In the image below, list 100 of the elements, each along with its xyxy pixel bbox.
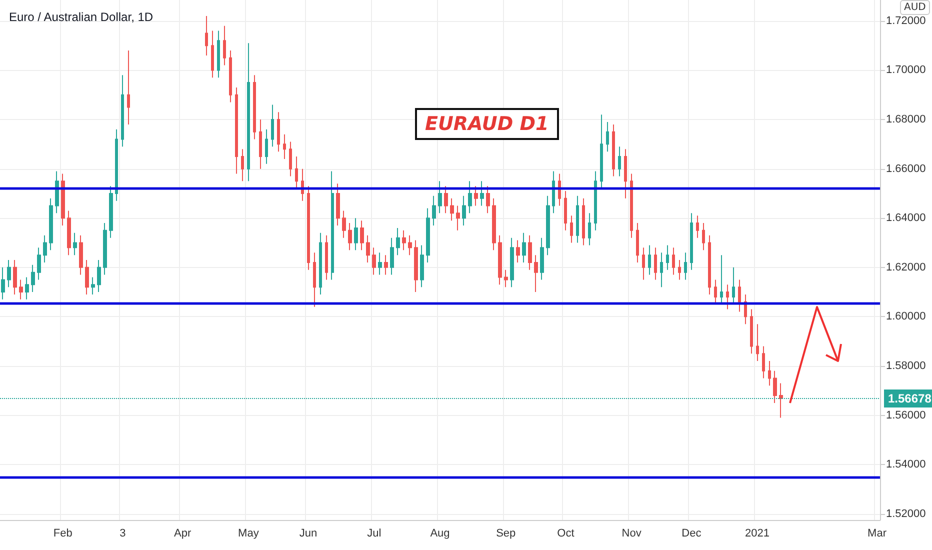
text: AUD [900, 0, 930, 15]
candlestick [67, 210, 71, 256]
x-tick-label: Aug [430, 528, 450, 540]
candlestick [474, 186, 478, 206]
text: Euro / Australian Dollar, 1D [9, 10, 154, 24]
candlestick [432, 195, 436, 226]
candlestick [594, 170, 597, 231]
candlestick [600, 114, 603, 190]
x-tick-label: Jul [367, 528, 382, 540]
candlestick [726, 284, 729, 310]
candlestick [480, 180, 484, 206]
candlestick [732, 266, 735, 305]
candlestick [366, 234, 370, 263]
candlestick [313, 252, 316, 308]
candlestick [247, 42, 250, 182]
candlestick [576, 195, 579, 244]
candlestick [390, 237, 394, 276]
candlestick [277, 112, 280, 152]
candlestick [696, 215, 699, 238]
candlestick [378, 252, 382, 276]
candlestick [319, 232, 322, 295]
candlestick [115, 128, 118, 202]
candlestick [348, 222, 352, 251]
y-tick-label: 1.70000 [886, 64, 926, 76]
candlestick [336, 183, 340, 226]
candlestick [426, 208, 430, 263]
candlestick [342, 210, 346, 238]
candlestick [55, 170, 59, 214]
candlestick [43, 234, 47, 263]
candlestick [420, 244, 424, 288]
candlestick [654, 247, 657, 280]
candlestick [372, 247, 376, 276]
candlestick [235, 86, 238, 174]
candlestick [13, 260, 17, 295]
candlestick [528, 234, 532, 270]
candlestick [127, 50, 130, 125]
candlestick [37, 247, 41, 280]
candlestick [648, 244, 651, 276]
candlestick [354, 218, 358, 251]
candlestick [522, 232, 526, 263]
candlestick [762, 346, 765, 379]
candlestick [283, 134, 286, 160]
candlestick [702, 222, 705, 251]
x-tick-label: 3 [120, 528, 126, 540]
candlestick [750, 308, 753, 354]
x-tick-label: Mar [868, 528, 887, 540]
candlestick [738, 279, 741, 312]
candlestick [462, 195, 466, 226]
candlestick [624, 148, 627, 199]
candlestick [396, 227, 400, 256]
candlestick [289, 141, 292, 177]
x-tick-label: Oct [557, 528, 574, 540]
candlestick [666, 244, 669, 270]
candlestick [642, 247, 645, 280]
candlestick [516, 240, 520, 263]
y-tick-label: 1.64000 [886, 212, 926, 224]
candlestick [498, 234, 502, 286]
annotation: EURAUD D1 [415, 108, 559, 140]
candlestick [271, 104, 274, 148]
candlestick [690, 212, 693, 270]
candlestick [241, 148, 244, 182]
candlestick [456, 205, 460, 231]
ref-line-label: 1.56678 [888, 392, 932, 406]
candlestick [630, 173, 633, 238]
candlestick [612, 124, 615, 177]
candlestick [438, 180, 442, 214]
candlestick [61, 173, 65, 226]
candlestick [223, 25, 226, 66]
candlestick [714, 279, 717, 305]
candlestick [19, 279, 23, 300]
candlestick [570, 215, 573, 244]
candlestick [768, 360, 771, 386]
y-tick-label: 1.68000 [886, 114, 926, 126]
candlestick [468, 180, 472, 214]
candlestick [510, 237, 514, 288]
candlestick [205, 16, 208, 56]
candlestick [91, 276, 95, 295]
candlestick [31, 264, 35, 293]
candlestick [672, 247, 675, 276]
candlestick [73, 232, 77, 256]
candlestick [307, 186, 310, 270]
candlestick [492, 198, 496, 251]
candlestick [7, 260, 11, 288]
candlestick [229, 50, 232, 103]
candlestick [540, 237, 544, 280]
candlestick [49, 198, 53, 251]
y-tick-label: 1.54000 [886, 458, 926, 471]
candlestick [109, 186, 113, 238]
candlestick [259, 119, 262, 170]
y-tick-label: 1.58000 [886, 360, 926, 372]
candlestick [360, 220, 364, 251]
candlestick [384, 254, 388, 276]
candlestick [103, 222, 107, 276]
candlestick [678, 260, 681, 280]
candlestick [408, 234, 412, 256]
candlestick [606, 121, 609, 152]
y-tick-label: 1.56000 [886, 409, 926, 422]
x-tick-label: Nov [622, 528, 642, 540]
x-tick-label: 2021 [745, 528, 770, 540]
candlestick [708, 234, 711, 295]
